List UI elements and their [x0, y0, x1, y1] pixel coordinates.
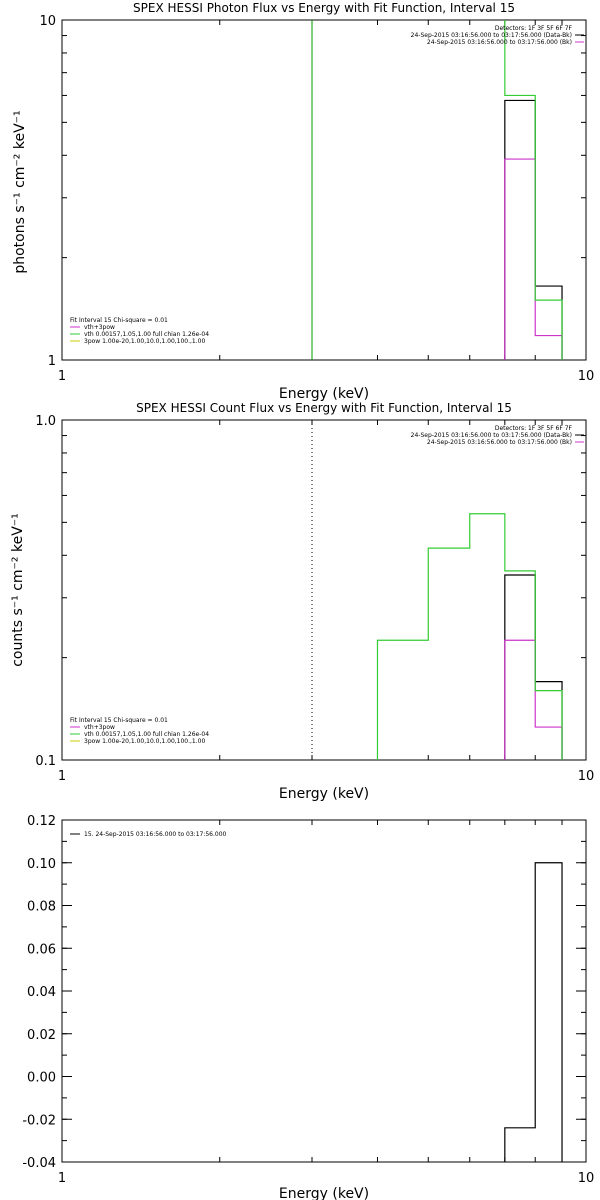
- photon-series-0: [504, 99, 563, 360]
- photon-x-tick-label: 10: [578, 369, 595, 384]
- count-x-tick-label: 10: [578, 769, 595, 784]
- count-flux-panel: SPEX HESSI Count Flux vs Energy with Fit…: [10, 401, 594, 802]
- count-flux-ylabel: counts s⁻¹ cm⁻² keV⁻¹: [10, 513, 26, 667]
- count-series-2: [376, 513, 563, 760]
- residual-x-tick-label: 1: [58, 1171, 66, 1186]
- count-y-tick-label: 1.0: [35, 414, 56, 429]
- residual-y-tick-label: 0.08: [27, 900, 56, 915]
- photon-fit-legend-entry: vth+3pow: [84, 324, 115, 331]
- count-flux-title: SPEX HESSI Count Flux vs Energy with Fit…: [136, 401, 512, 415]
- residual-y-tick-label: 0.00: [27, 1071, 56, 1086]
- residual-y-tick-label: 0.10: [27, 857, 56, 872]
- photon-legend-entry: 24-Sep-2015 03:16:56.000 to 03:17:56.000…: [411, 32, 572, 39]
- count-fit-legend-entry: vth+3pow: [84, 724, 115, 731]
- photon-flux-xlabel: Energy (keV): [279, 386, 369, 402]
- count-legend-entry: 24-Sep-2015 03:16:56.000 to 03:17:56.000…: [411, 432, 572, 439]
- count-fit-legend-header: Fit Interval 15 Chi-square = 0.01: [70, 717, 168, 724]
- count-x-tick-label: 1: [58, 769, 66, 784]
- count-fit-legend-entry: vth 0.00157,1.05,1.00 full chian 1.26e-0…: [84, 731, 209, 738]
- residual-y-tick-label: -0.02: [22, 1113, 56, 1128]
- photon-legend-header: Detectors: 1F 3F 5F 6F 7F: [495, 25, 573, 32]
- photon-series-1: [504, 158, 563, 360]
- photon-legend-entry: 24-Sep-2015 03:16:56.000 to 03:17:56.000…: [427, 39, 572, 46]
- count-series-0: [504, 574, 563, 760]
- photon-flux-ylabel: photons s⁻¹ cm⁻² keV⁻¹: [12, 110, 28, 273]
- residual-y-tick-label: 0.04: [27, 985, 56, 1000]
- photon-x-tick-label: 1: [58, 369, 66, 384]
- residual-axes-frame: [61, 819, 587, 1163]
- residual-y-tick-label: 0.12: [27, 814, 56, 829]
- count-axes-frame: [61, 419, 587, 761]
- residual-y-tick-label: -0.04: [22, 1156, 56, 1171]
- count-legend-entry: 24-Sep-2015 03:16:56.000 to 03:17:56.000…: [427, 439, 572, 446]
- photon-fit-legend-header: Fit Interval 15 Chi-square = 0.01: [70, 317, 168, 324]
- residual-series-0: [504, 862, 563, 1162]
- count-y-tick-label: 0.1: [35, 754, 56, 769]
- count-fit-legend-entry: 3pow 1.00e-20,1.00,10.0,1.00,100.,1.00: [84, 738, 205, 745]
- photon-flux-panel: SPEX HESSI Photon Flux vs Energy with Fi…: [12, 1, 594, 402]
- count-flux-xlabel: Energy (keV): [279, 786, 369, 802]
- count-legend-header: Detectors: 1F 3F 5F 6F 7F: [495, 425, 573, 432]
- photon-y-tick-label: 1: [48, 354, 56, 369]
- photon-flux-title: SPEX HESSI Photon Flux vs Energy with Fi…: [133, 1, 515, 15]
- residual-panel: Energy (keV) 1 10 0.12 0.10 0.08 0.06 0.04 0.02…: [22, 814, 594, 1200]
- count-series-1: [504, 639, 563, 760]
- photon-series-2: [504, 20, 563, 360]
- residual-y-tick-label: 0.06: [27, 942, 56, 957]
- photon-fit-legend-entry: vth 0.00157,1.05,1.00 full chian 1.26e-0…: [84, 331, 209, 338]
- residual-x-tick-label: 10: [578, 1171, 595, 1186]
- photon-axes-frame: [61, 19, 587, 361]
- photon-y-tick-label: 10: [39, 14, 56, 29]
- residual-fit-legend-entry: 15. 24-Sep-2015 03:16:56.000 to 03:17:56…: [84, 831, 227, 838]
- residual-y-tick-label: 0.02: [27, 1028, 56, 1043]
- residual-xlabel: Energy (keV): [279, 1186, 369, 1200]
- photon-fit-legend-entry: 3pow 1.00e-20,1.00,10.0,1.00,100.,1.00: [84, 338, 205, 345]
